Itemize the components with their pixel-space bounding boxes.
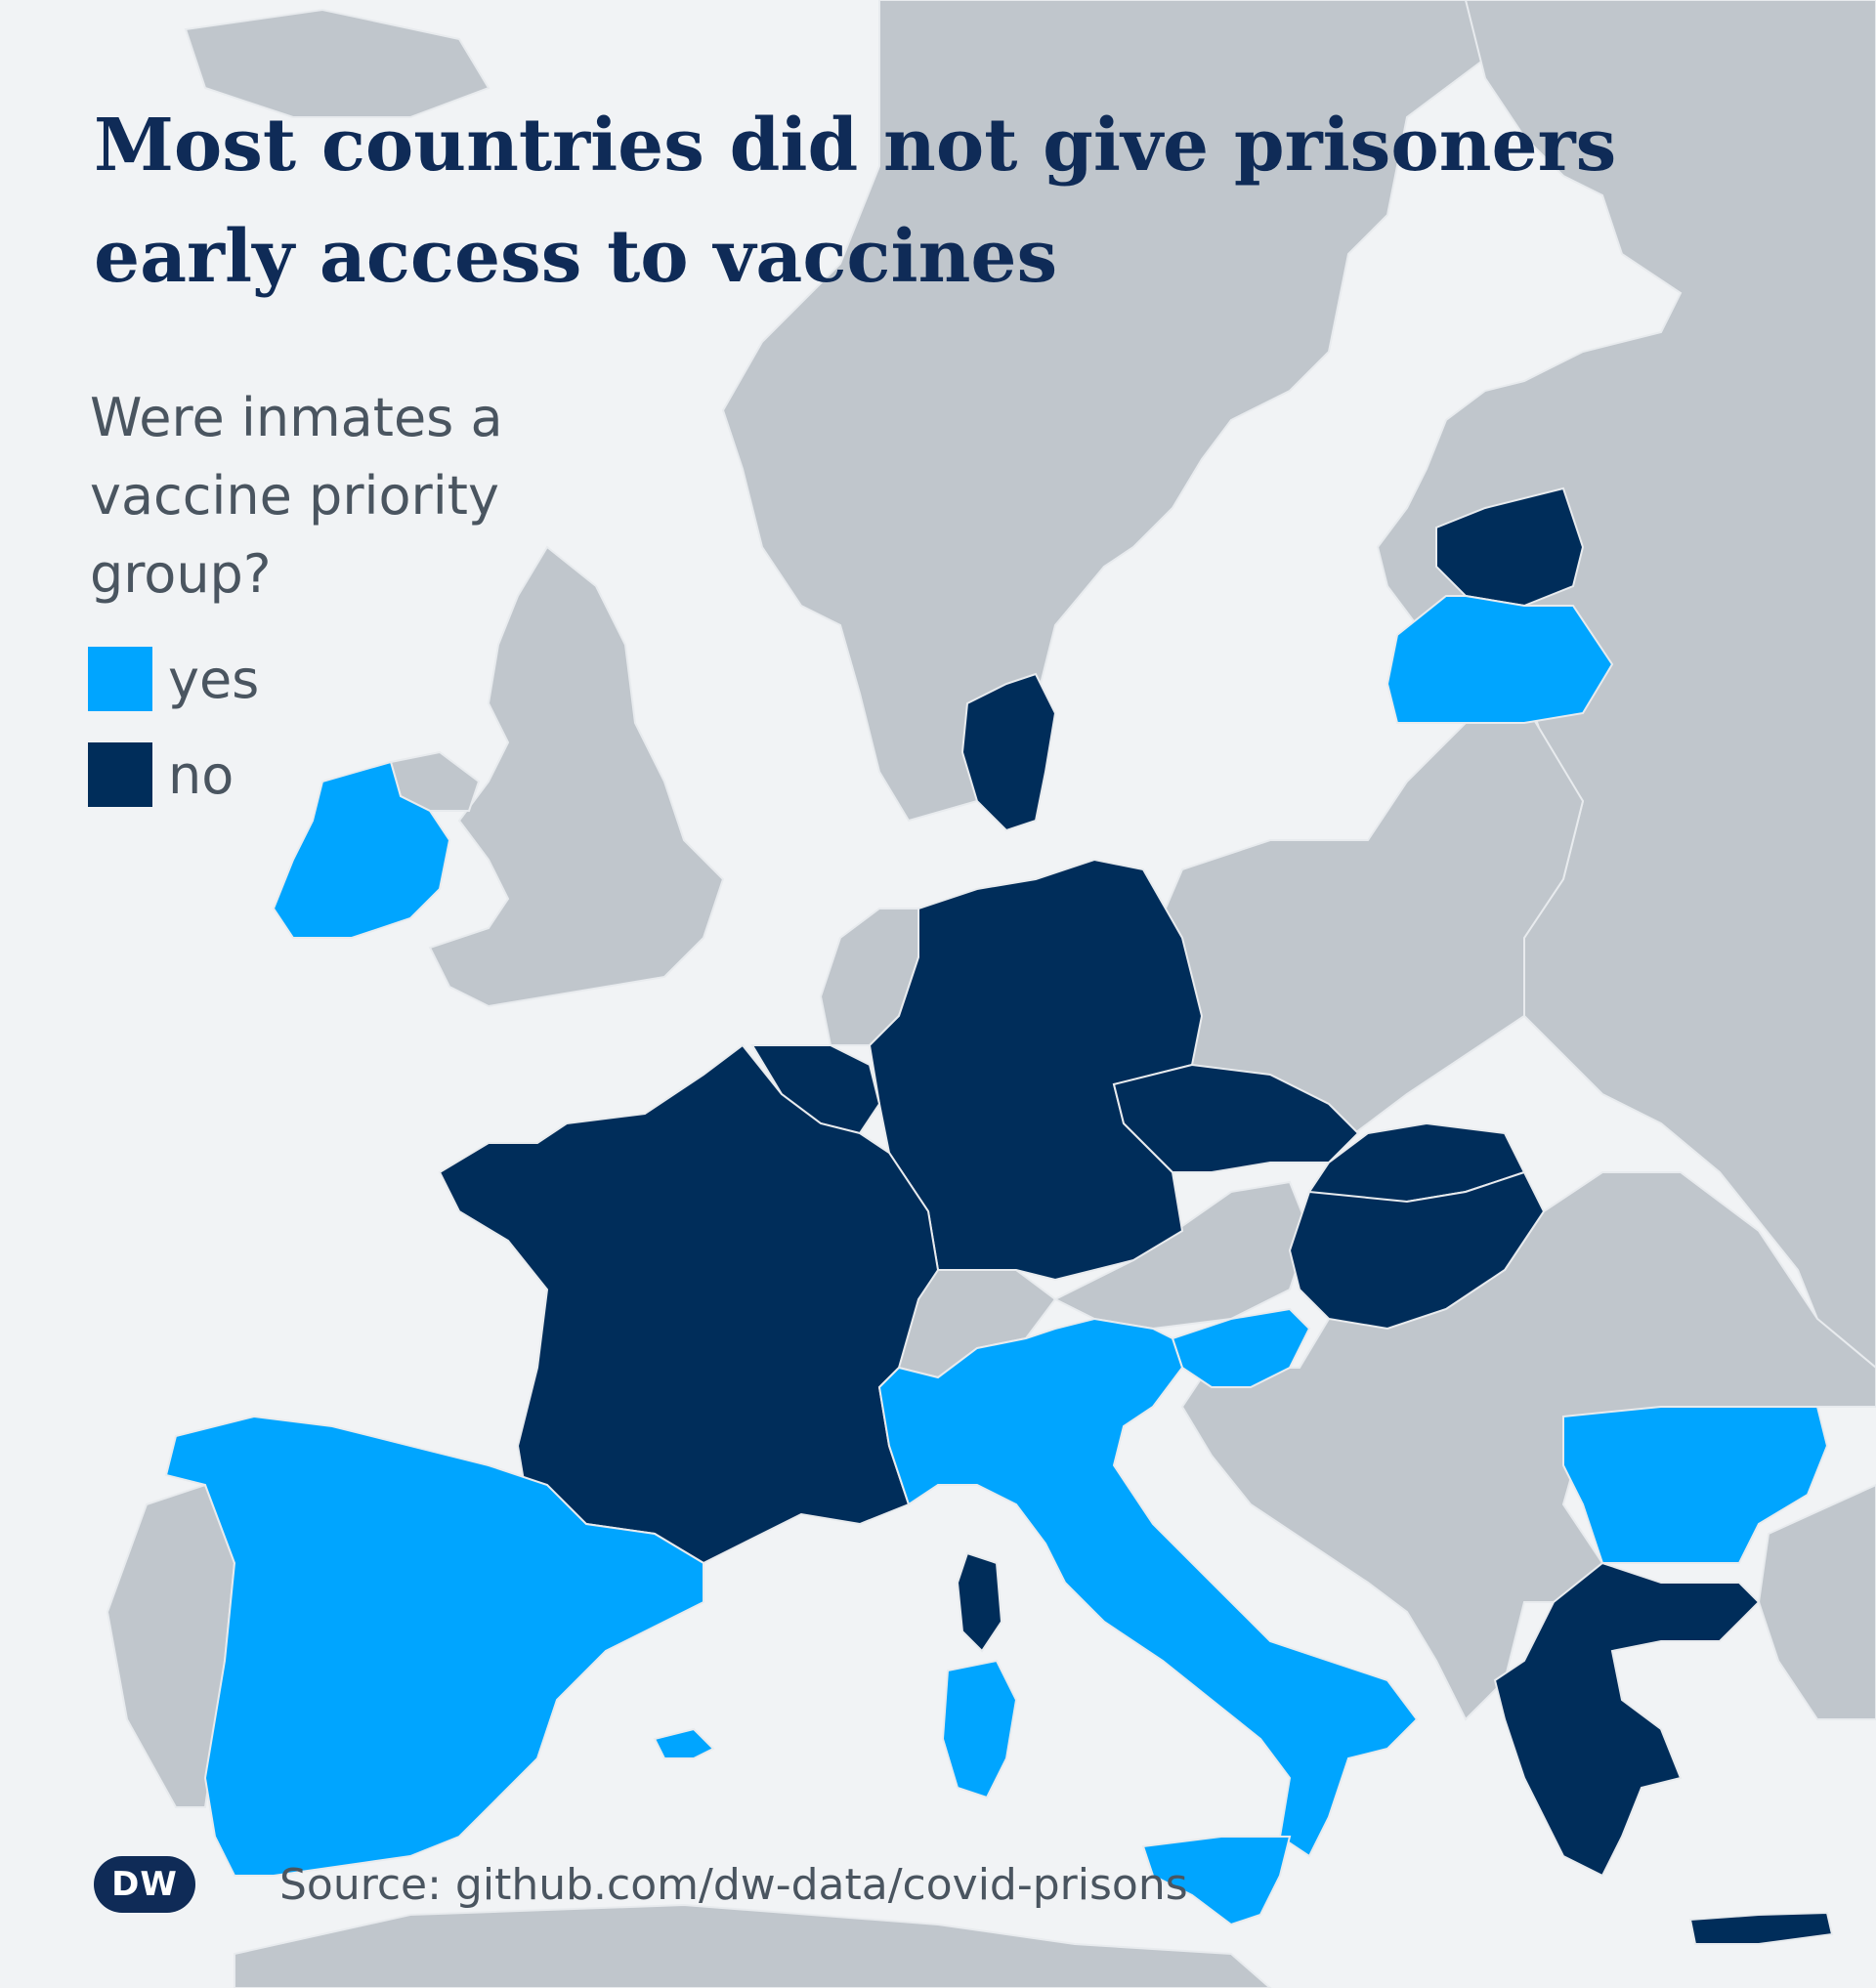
slovenia-shape	[1171, 1307, 1311, 1388]
legend-label-yes: yes	[168, 648, 260, 710]
spain-shape	[164, 1415, 704, 1877]
france-shape	[438, 1043, 940, 1565]
bulgaria-shape	[1562, 1406, 1829, 1564]
hungary-shape	[1288, 1170, 1546, 1331]
iceland-land	[184, 8, 490, 118]
legend-swatch-yes	[88, 647, 152, 711]
map-title: Most countries did not give prisoners ea…	[94, 90, 1813, 313]
source-text: Source: github.com/dw-data/covid-prisons	[279, 1859, 1188, 1910]
legend-question: Were inmates a vaccine priority group?	[90, 379, 598, 613]
latvia-shape	[1386, 595, 1614, 724]
sicily-shape	[1141, 1836, 1292, 1926]
no-countries	[438, 486, 1834, 1945]
denmark-shape	[960, 672, 1057, 832]
turkey-land	[1757, 1483, 1876, 1720]
legend-item-yes: yes	[88, 647, 259, 711]
greece-shape	[1493, 1561, 1761, 1878]
yes-countries	[164, 595, 1829, 1926]
italy-shape	[877, 1317, 1419, 1858]
crete-shape	[1688, 1911, 1834, 1945]
north-africa-land	[234, 1903, 1272, 1988]
legend-question-line-1: Were inmates a	[90, 387, 503, 448]
legend-item-no: no	[88, 742, 234, 807]
legend-swatch-no	[88, 742, 152, 807]
britain-land	[428, 545, 725, 1008]
legend-label-no: no	[168, 743, 234, 806]
balearic-shape	[653, 1727, 715, 1759]
title-line-2: early access to vaccines	[94, 215, 1058, 299]
footer: DW Source: github.com/dw-data/covid-pris…	[94, 1856, 1188, 1913]
ireland-shape	[272, 760, 451, 939]
sardinia-shape	[941, 1659, 1018, 1799]
legend-question-line-2: vaccine priority	[90, 465, 499, 527]
corsica-shape	[956, 1551, 1003, 1653]
legend-question-line-3: group?	[90, 543, 272, 605]
germany-shape	[868, 858, 1204, 1282]
title-line-1: Most countries did not give prisoners	[94, 104, 1617, 188]
dw-logo: DW	[94, 1856, 195, 1913]
estonia-shape	[1435, 486, 1585, 608]
